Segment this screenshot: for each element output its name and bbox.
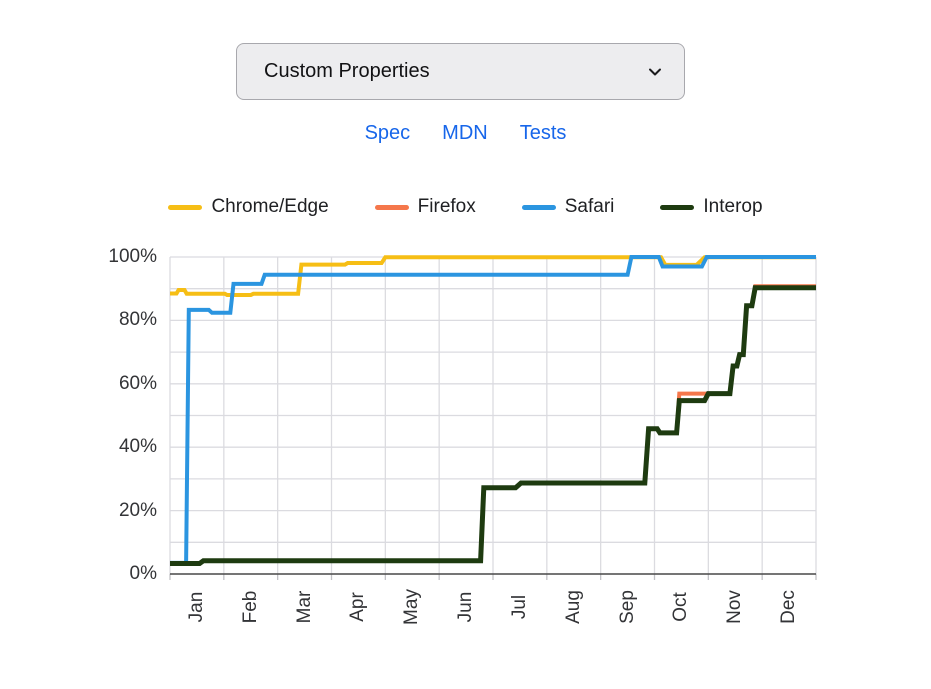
tests-link[interactable]: Tests	[519, 122, 567, 144]
legend-label: Interop	[703, 196, 763, 217]
x-axis-tick-label: Feb	[239, 590, 261, 624]
chrome-edge-line-swatch	[168, 204, 203, 210]
x-axis-tick-label: Jun	[455, 591, 477, 623]
interop-line-swatch	[660, 204, 695, 210]
feature-select-value: Custom Properties	[264, 60, 430, 82]
x-axis-tick-label: Oct	[670, 592, 692, 622]
x-axis-tick-label: May	[401, 589, 423, 625]
x-axis-tick-label: Mar	[293, 590, 315, 624]
x-axis-tick-label: Apr	[347, 592, 369, 622]
x-axis-tick-label: Jul	[508, 594, 530, 620]
mdn-link[interactable]: MDN	[442, 122, 488, 144]
y-axis-tick-label: 100%	[108, 246, 157, 267]
y-axis-tick-label: 60%	[118, 372, 157, 394]
safari-line-swatch	[521, 204, 556, 210]
x-axis-tick-label: Nov	[724, 590, 746, 624]
legend-label: Safari	[564, 196, 615, 217]
legend-label: Firefox	[417, 196, 476, 217]
y-axis-tick-label: 20%	[118, 499, 157, 521]
chevron-down-icon	[646, 63, 664, 81]
legend-label: Chrome/Edge	[211, 196, 329, 217]
resource-links: Spec MDN Tests	[0, 122, 931, 145]
feature-select[interactable]: Custom Properties	[236, 43, 685, 100]
firefox-line-swatch	[374, 204, 409, 210]
x-axis-tick-label: Aug	[562, 590, 584, 624]
y-axis-tick-label: 80%	[118, 309, 157, 331]
x-axis-tick-label: Sep	[616, 590, 638, 624]
x-axis-tick-label: Jan	[185, 591, 207, 623]
spec-link[interactable]: Spec	[364, 122, 411, 144]
x-axis-tick-label: Dec	[778, 590, 800, 624]
legend-item-safari: Safari	[521, 196, 615, 218]
legend-item-chrome-edge: Chrome/Edge	[168, 196, 329, 218]
y-axis-tick-label: 40%	[118, 436, 157, 458]
y-axis-tick-label: 0%	[129, 563, 157, 584]
chart-canvas	[169, 255, 817, 580]
legend-item-interop: Interop	[660, 196, 763, 218]
chart-legend: Chrome/Edge Firefox Safari Interop	[0, 196, 931, 218]
legend-item-firefox: Firefox	[374, 196, 476, 218]
